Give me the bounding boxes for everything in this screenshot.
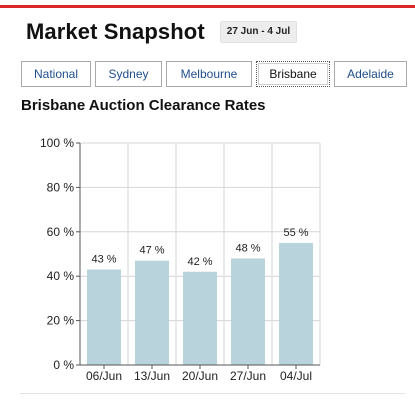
city-tabs: National Sydney Melbourne Brisbane Adela…	[21, 61, 411, 87]
data-label: 48 %	[235, 242, 260, 254]
x-tick-label: 04/Jul	[280, 369, 312, 383]
data-label: 42 %	[187, 256, 212, 268]
tab-national[interactable]: National	[21, 61, 91, 87]
x-tick-label: 13/Jun	[134, 369, 170, 383]
y-tick-label: 0 %	[53, 358, 74, 372]
header-accent-rule	[0, 5, 415, 8]
tab-melbourne[interactable]: Melbourne	[166, 61, 252, 87]
tab-sydney[interactable]: Sydney	[95, 61, 162, 87]
date-range-badge: 27 Jun - 4 Jul	[219, 21, 298, 43]
y-tick-label: 80 %	[47, 180, 75, 194]
data-label: 43 %	[91, 254, 116, 266]
bar	[87, 269, 121, 365]
bar	[183, 271, 217, 365]
page-header: Market Snapshot 27 Jun - 4 Jul	[26, 17, 298, 47]
data-label: 47 %	[139, 245, 164, 257]
tab-brisbane[interactable]: Brisbane	[256, 61, 330, 87]
y-tick-label: 20 %	[47, 314, 75, 328]
chart-title: Brisbane Auction Clearance Rates	[21, 97, 266, 114]
data-label: 55 %	[283, 227, 308, 239]
y-tick-label: 100 %	[40, 136, 74, 150]
bottom-divider	[20, 393, 405, 394]
x-tick-label: 27/Jun	[230, 369, 266, 383]
clearance-rate-chart: 0 % 20 % 40 % 60 % 80 % 100 % 43 % 06/Jun 47 % 13…	[40, 136, 321, 383]
page-title: Market Snapshot	[26, 19, 205, 44]
bar	[279, 242, 313, 365]
bar	[231, 258, 265, 365]
x-tick-label: 20/Jun	[182, 369, 218, 383]
bar	[135, 260, 169, 365]
x-tick-label: 06/Jun	[86, 369, 122, 383]
y-tick-label: 40 %	[47, 269, 75, 283]
tab-adelaide[interactable]: Adelaide	[334, 61, 407, 87]
y-tick-label: 60 %	[47, 225, 75, 239]
